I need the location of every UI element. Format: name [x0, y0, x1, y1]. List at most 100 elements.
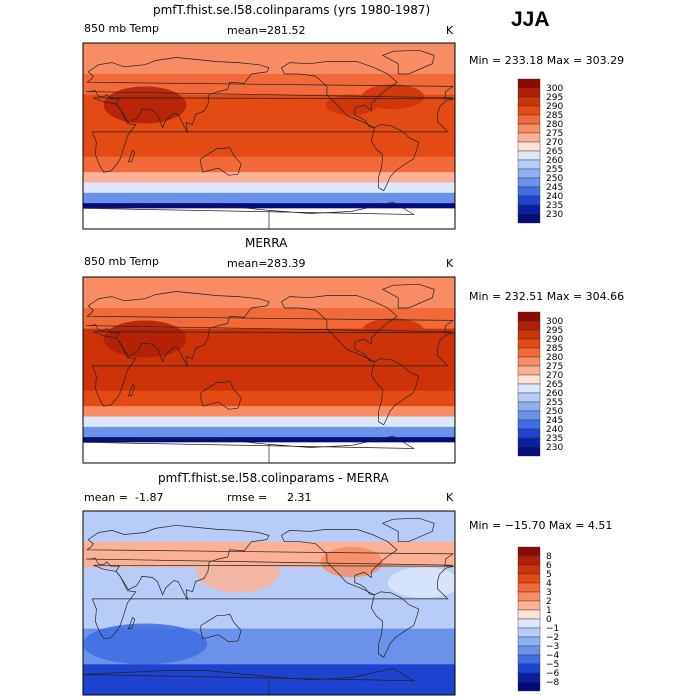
- field-band-lat-15: [83, 587, 455, 594]
- field-band-lat--10: [83, 146, 455, 153]
- field-band-lat-25: [83, 110, 455, 116]
- colorbar-swatch-8: [517, 383, 541, 394]
- field-band-lat--55: [83, 192, 455, 199]
- field-band-lat-90: [83, 511, 455, 517]
- panel2-mean-label: mean=: [227, 257, 268, 270]
- coastline-6: [128, 149, 136, 163]
- field-band-lat-45: [83, 323, 455, 330]
- colorbar-swatch-3: [517, 573, 541, 584]
- field-band-lat--30: [83, 401, 455, 407]
- field-band-lat-55: [83, 79, 455, 85]
- field-band-lat--55: [83, 426, 455, 433]
- field-band-lat--55: [83, 659, 455, 665]
- field-band-lat--15: [83, 385, 455, 392]
- coastline-0: [280, 61, 398, 129]
- field-band-lat-75: [83, 526, 455, 533]
- colorbar-swatch-5: [517, 356, 541, 367]
- colorbar-swatch-13: [517, 195, 541, 206]
- colorbar-swatch-4: [517, 347, 541, 358]
- coastline-2: [381, 517, 435, 543]
- field-band-lat--45: [83, 416, 455, 423]
- panel2-minmax: Min = 232.51 Max = 304.66: [469, 290, 625, 303]
- field-band-lat--40: [83, 177, 455, 184]
- colorbar-label-4: 3: [546, 588, 552, 598]
- coastline-3: [86, 524, 454, 601]
- colorbar-swatch-10: [517, 401, 541, 412]
- colorbar-label-2: 5: [546, 570, 552, 580]
- colorbar-swatch-1: [517, 320, 541, 331]
- field-band-lat--60: [83, 664, 455, 671]
- field-band-lat-45: [83, 89, 455, 96]
- colorbar-label-13: −6: [546, 669, 560, 679]
- panel1-mean-value: 281.52: [267, 24, 306, 37]
- colorbar-swatch-15: [517, 681, 541, 692]
- colorbar-label-5: 275: [546, 362, 563, 372]
- coastline-5: [200, 613, 242, 643]
- panel3-units: K: [446, 491, 454, 504]
- colorbar-swatch-13: [517, 663, 541, 674]
- coastline-6: [128, 616, 136, 629]
- colorbar-label-8: 260: [546, 389, 563, 399]
- colorbar-label-8: −1: [546, 624, 559, 634]
- panel2-units: K: [446, 257, 454, 270]
- coastline-0: [280, 529, 398, 596]
- panel2-mean-value: 283.39: [267, 257, 306, 270]
- colorbar-swatch-14: [517, 437, 541, 448]
- field-band-lat--25: [83, 395, 455, 402]
- colorbar-label-3: 4: [546, 579, 552, 589]
- coastline-5: [200, 147, 242, 176]
- colorbar-swatch-11: [517, 645, 541, 656]
- colorbar-label-3: 285: [546, 111, 563, 121]
- panel1-minmax: Min = 233.18 Max = 303.29: [469, 54, 625, 67]
- colorbar-label-7: 265: [546, 380, 563, 390]
- field-band-lat--45: [83, 182, 455, 189]
- colorbar-label-6: 1: [546, 606, 552, 616]
- colorbar-label-5: 275: [546, 129, 563, 139]
- field-band-lat-25: [83, 344, 455, 350]
- colorbar-label-9: 255: [546, 398, 563, 408]
- coastline-2: [381, 49, 435, 75]
- colorbar-swatch-12: [517, 186, 541, 197]
- panel2-title: MERRA: [245, 236, 288, 250]
- colorbar-swatch-5: [517, 591, 541, 602]
- colorbar-label-9: −2: [546, 633, 559, 643]
- field-band-lat--20: [83, 623, 455, 630]
- field-band-lat-80: [83, 53, 455, 60]
- colorbar-swatch-6: [517, 132, 541, 143]
- field-band-lat-20: [83, 349, 455, 356]
- field-band-lat-50: [83, 551, 455, 558]
- field-band-lat-40: [83, 94, 455, 101]
- colorbar-swatch-15: [517, 446, 541, 457]
- colorbar-swatch-7: [517, 141, 541, 152]
- field-band-lat--60: [83, 198, 455, 204]
- colorbar-label-12: 240: [546, 192, 563, 202]
- panel1-title: pmfT.fhist.se.l58.colinparams (yrs 1980-…: [153, 3, 431, 17]
- map-panel-3: [82, 510, 456, 696]
- field-anomaly-0: [196, 551, 280, 593]
- colorbar-1: 3002952902852802752702652602552502452402…: [517, 78, 563, 224]
- colorbar-swatch-12: [517, 419, 541, 430]
- field-band-lat-0: [83, 136, 455, 142]
- field-band-lat-80: [83, 287, 455, 294]
- colorbar-label-6: 270: [546, 371, 563, 381]
- field-band-lat--35: [83, 638, 455, 645]
- field-band-lat-65: [83, 536, 455, 543]
- colorbar-swatch-14: [517, 204, 541, 215]
- colorbar-label-1: 295: [546, 93, 563, 103]
- field-band-lat-10: [83, 125, 455, 132]
- colorbar-label-6: 270: [546, 138, 563, 148]
- field-band-lat-90: [83, 43, 455, 49]
- field-band-lat-50: [83, 84, 455, 91]
- coastline-3: [86, 291, 454, 368]
- colorbar-swatch-13: [517, 428, 541, 439]
- colorbar-2: 3002952902852802752702652602552502452402…: [517, 311, 563, 457]
- field-band-lat-35: [83, 333, 455, 340]
- colorbar-label-13: 235: [546, 434, 563, 444]
- field-band-lat--5: [83, 375, 455, 381]
- field-band-lat--40: [83, 411, 455, 418]
- field-band-lat-35: [83, 99, 455, 106]
- coastline-6: [128, 383, 136, 397]
- field-band-lat--20: [83, 390, 455, 397]
- map-frame-3: [82, 510, 456, 696]
- field-band-lat-80: [83, 521, 455, 527]
